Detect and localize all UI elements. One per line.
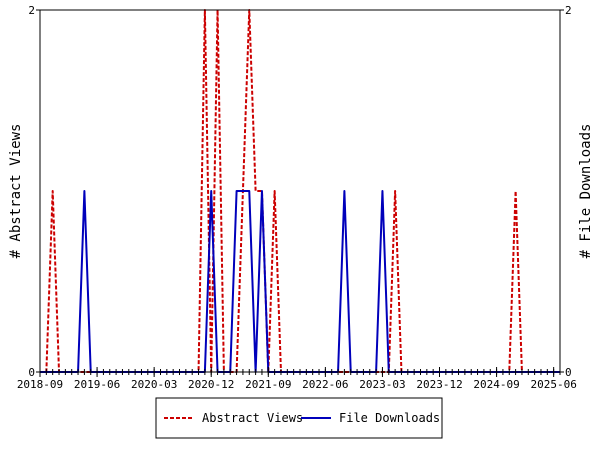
x-tick-label: 2020-12 xyxy=(188,378,234,391)
y-tick-label-left: 0 xyxy=(28,366,35,379)
x-tick-label: 2023-12 xyxy=(416,378,462,391)
y-tick-label-left: 2 xyxy=(28,4,35,17)
legend: Abstract Views File Downloads xyxy=(155,397,443,439)
axes: 2018-09 2019-06 2020-03 2020-12 2021-09 2022-… xyxy=(17,4,577,391)
x-tick-label: 2024-09 xyxy=(473,378,519,391)
series-line-abstract-views xyxy=(40,9,560,373)
series-line-file-downloads xyxy=(40,190,560,373)
plot-area-frame xyxy=(39,9,561,373)
legend-label-abstract-views: Abstract Views xyxy=(202,411,303,425)
y-tick-label-right: 0 xyxy=(565,366,572,379)
x-tick-label: 2022-06 xyxy=(302,378,348,391)
x-tick-label: 2020-03 xyxy=(131,378,177,391)
x-tick-label: 2023-03 xyxy=(359,378,405,391)
plot-lines xyxy=(40,9,560,373)
legend-box xyxy=(155,397,443,439)
x-tick-label: 2025-06 xyxy=(530,378,576,391)
y-axis-title-right: # File Downloads xyxy=(578,124,594,259)
y-tick-label-right: 2 xyxy=(565,4,572,17)
x-tick-label: 2021-09 xyxy=(245,378,291,391)
legend-label-file-downloads: File Downloads xyxy=(339,411,440,425)
x-tick-label: 2018-09 xyxy=(17,378,63,391)
y-axis-title-left: # Abstract Views xyxy=(8,124,24,259)
x-tick-label: 2019-06 xyxy=(74,378,120,391)
